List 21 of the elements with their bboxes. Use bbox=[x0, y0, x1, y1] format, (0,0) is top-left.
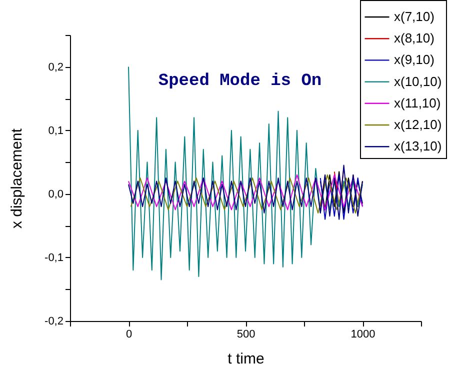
legend-label: x(11,10) bbox=[394, 95, 441, 110]
y-tick-label: 0,1 bbox=[48, 124, 64, 137]
y-tick-label: -0,2 bbox=[44, 316, 64, 328]
y-tick-label: -0,1 bbox=[44, 252, 64, 264]
x-axis-title: t time bbox=[228, 350, 264, 368]
line-series bbox=[128, 66, 363, 280]
x-tick-label: 0 bbox=[126, 328, 132, 340]
y-tick-label: 0,2 bbox=[48, 61, 64, 74]
legend-label: x(10,10) bbox=[394, 74, 442, 89]
legend-label: x(13,10) bbox=[394, 138, 442, 154]
legend-label: x(8,10) bbox=[394, 30, 434, 46]
annotation: Speed Mode is On bbox=[158, 72, 322, 91]
legend-label: x(7,10) bbox=[394, 9, 434, 24]
legend-label: x(12,10) bbox=[394, 117, 442, 132]
x-tick-label: 500 bbox=[236, 328, 256, 340]
y-axis-title: x displacement bbox=[8, 128, 26, 229]
legend-label: x(9,10) bbox=[394, 52, 434, 68]
x-tick-label: 1000 bbox=[350, 328, 376, 340]
line-series bbox=[128, 164, 363, 220]
y-tick-label: 0,0 bbox=[48, 188, 64, 200]
line-series bbox=[320, 174, 363, 220]
